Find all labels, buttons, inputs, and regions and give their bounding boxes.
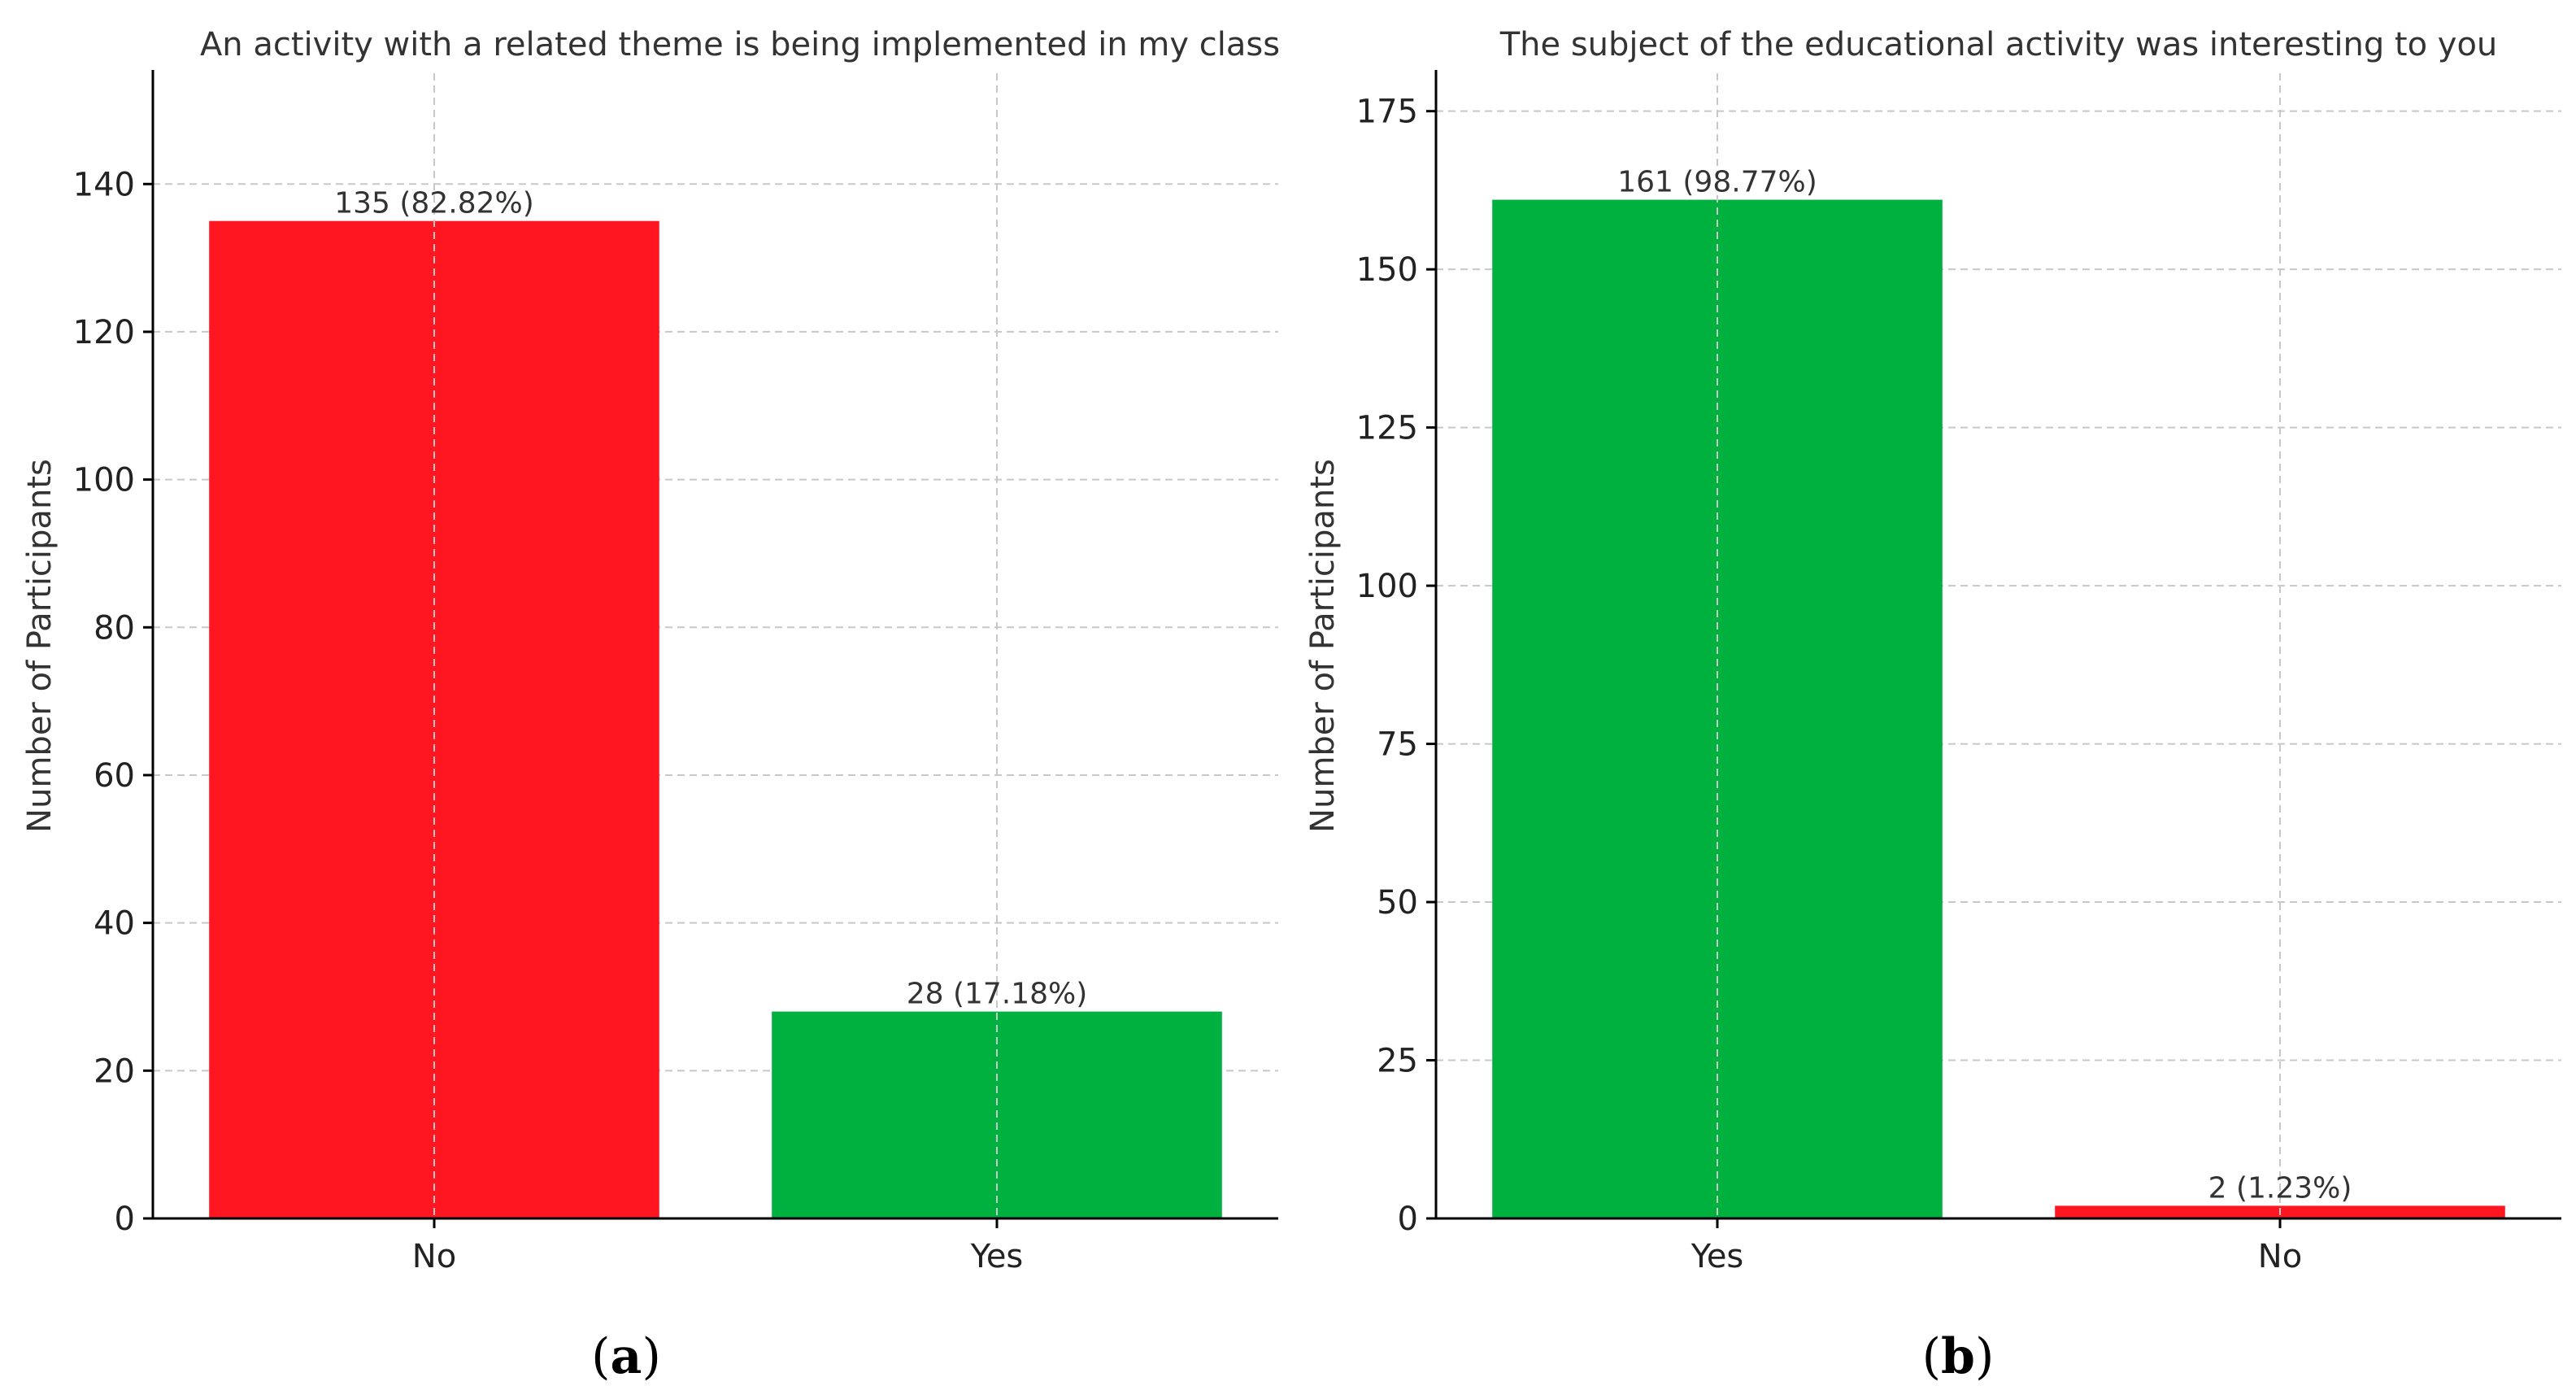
chart-a-x-tick-label-yes: Yes [970, 1238, 1024, 1275]
chart-b-y-tick-label: 75 [1377, 726, 1418, 764]
chart-a-y-tick-label: 140 [73, 166, 135, 203]
chart-a-y-tick-label: 40 [94, 905, 135, 943]
chart-a-x-tick-label-no: No [412, 1238, 456, 1275]
chart-b-data-label-yes: 161 (98.77%) [1617, 166, 1817, 199]
chart-b-y-tick-label: 125 [1356, 410, 1418, 447]
chart-b-y-tick-label: 175 [1356, 94, 1418, 131]
chart-b-y-tick-label: 0 [1398, 1201, 1418, 1238]
chart-a-y-tick-label: 120 [73, 314, 135, 351]
chart-a-data-label-yes: 28 (17.18%) [907, 978, 1088, 1011]
chart-a-y-tick-label: 60 [94, 757, 135, 795]
chart-b-y-tick-label: 100 [1356, 568, 1418, 605]
chart-a-data-label-no: 135 (82.82%) [334, 187, 534, 220]
chart-a-title: An activity with a related theme is bein… [200, 26, 1280, 63]
chart-b-y-tick-label: 25 [1377, 1043, 1418, 1080]
chart-a-y-tick-label: 0 [115, 1201, 135, 1238]
chart-b-x-tick-label-no: No [2258, 1238, 2302, 1275]
chart-b-x-tick-label-yes: Yes [1690, 1238, 1744, 1275]
chart-b-y-axis-label: Number of Participants [1304, 459, 1342, 833]
chart-a-y-tick-label: 20 [94, 1053, 135, 1090]
chart-b-y-tick-label: 150 [1356, 251, 1418, 289]
chart-a-y-axis-label: Number of Participants [21, 459, 59, 833]
chart-a-y-tick-label: 80 [94, 609, 135, 647]
chart-b-data-label-no: 2 (1.23%) [2208, 1171, 2352, 1205]
chart-a-panel-label: (a) [591, 1328, 661, 1385]
chart-b-panel-label: (b) [1922, 1328, 1995, 1385]
chart-a-y-tick-label: 100 [73, 462, 135, 499]
chart-b-title: The subject of the educational activity … [1499, 26, 2498, 63]
chart-b-y-tick-label: 50 [1377, 884, 1418, 922]
